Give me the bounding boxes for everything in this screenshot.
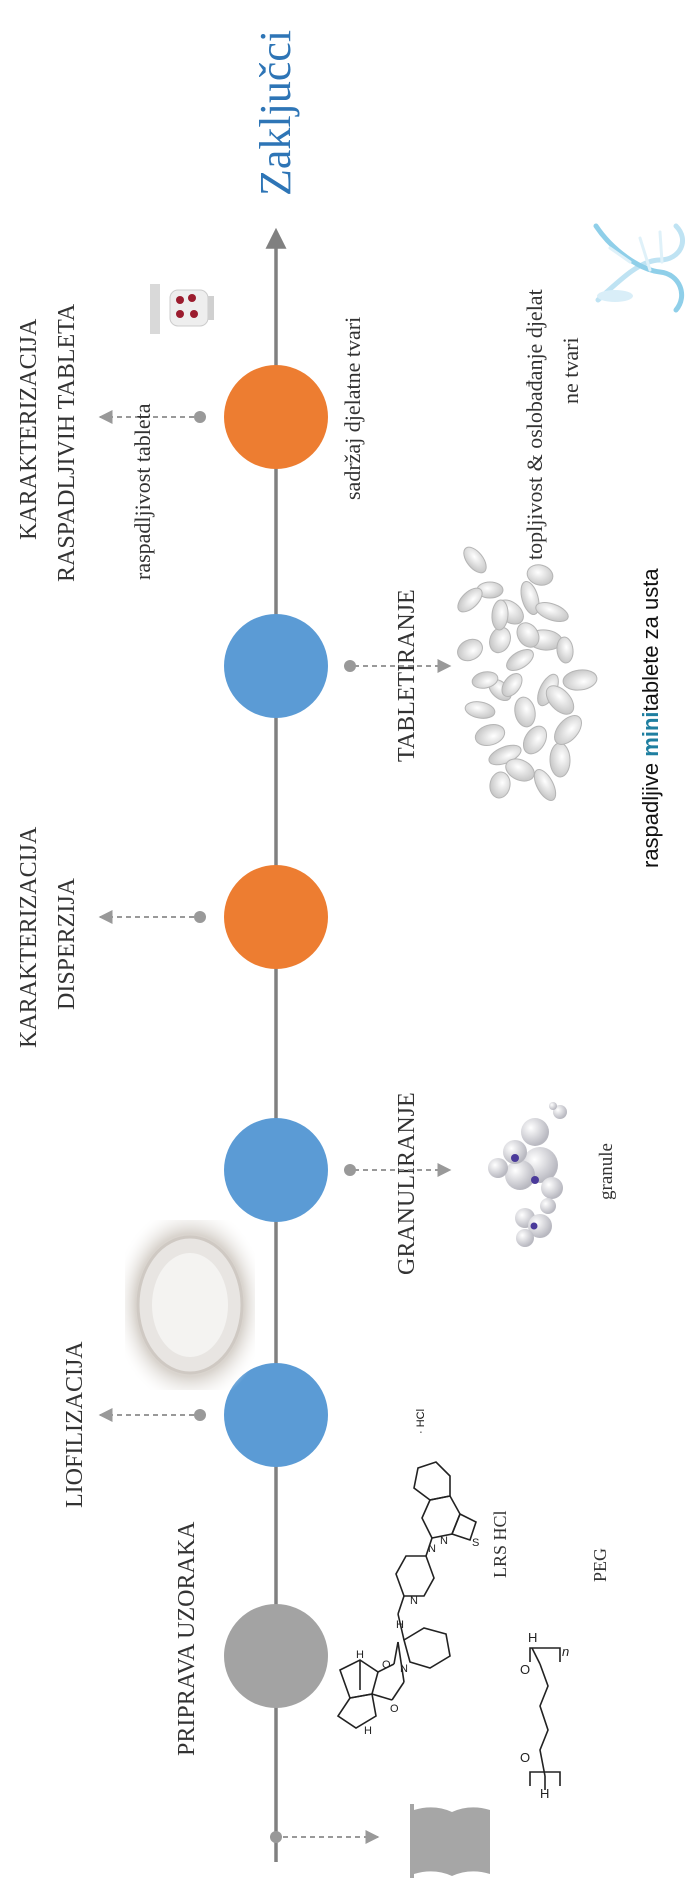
svg-text:H: H [396, 1619, 404, 1631]
step-circle-liofilizacija [224, 1363, 328, 1467]
product-label-suffix: tablete za usta [638, 568, 663, 712]
step-label-karakterizacija-tableta-2: RASPADLJIVIH TABLETA [54, 303, 80, 582]
hcl-label: · HCl [415, 1409, 427, 1434]
tablet [501, 672, 523, 698]
lurasidone-structure-icon [336, 1461, 477, 1729]
tablet [520, 581, 540, 615]
tablet [474, 723, 506, 747]
tablet [516, 622, 540, 648]
svg-text:S: S [472, 1537, 479, 1549]
svg-text:O: O [520, 1662, 530, 1677]
tablet [562, 669, 598, 691]
granule-molecule-icon [488, 1102, 567, 1247]
connector-dot-tabletiranje [344, 660, 356, 672]
connector-dot-liofilizacija [194, 1409, 206, 1421]
step-label-karakterizacija-disperzija-1: KARAKTERIZACIJA [16, 826, 42, 1048]
tablet [471, 671, 499, 689]
tablet [489, 626, 511, 654]
tablets-pile-icon [457, 546, 598, 801]
lyophilizate-photo [125, 1220, 255, 1390]
peg-label: PEG [590, 1548, 610, 1582]
tablet [522, 725, 548, 755]
lrs-atom-labels: H O O N H H N N N S [356, 1535, 479, 1737]
svg-text:n: n [562, 1644, 569, 1659]
svg-text:H: H [356, 1649, 364, 1661]
tablet [545, 685, 575, 715]
svg-text:O: O [382, 1659, 391, 1671]
tablet [535, 601, 569, 623]
open-book-icon [410, 1804, 490, 1878]
lrs-label: LRS HCl [490, 1510, 510, 1578]
tablet [533, 769, 557, 801]
svg-text:O: O [520, 1750, 530, 1765]
tablet [506, 649, 534, 671]
tablet [549, 742, 571, 778]
conclusions-title: Zaključci [251, 30, 300, 196]
step-circle-tabletiranje [224, 614, 328, 718]
timeline-start-dot [270, 1831, 282, 1843]
step-circle-karakterizacija-disperzija [224, 865, 328, 969]
tablet [556, 636, 574, 664]
peg-structure-icon [529, 1647, 561, 1790]
tablet [489, 771, 511, 799]
connector-dot-granuliranje [344, 1164, 356, 1176]
svg-text:H: H [528, 1630, 537, 1645]
product-label-prefix: raspadljive [638, 757, 663, 868]
svg-text:O: O [390, 1703, 399, 1715]
step-label-karakterizacija-disperzija-2: DISPERZIJA [54, 877, 80, 1010]
connector-dot-disperzija [194, 911, 206, 923]
svg-text:H: H [540, 1786, 549, 1801]
step-label-granuliranje: GRANULIRANJE [394, 1092, 420, 1275]
tablet [526, 564, 554, 586]
svg-text:N: N [428, 1543, 436, 1555]
topljivost-label-1: topljivost & oslobađanje djelat [522, 289, 547, 560]
step-label-karakterizacija-tableta-1: KARAKTERIZACIJA [16, 318, 42, 540]
granule-label: granule [596, 1143, 617, 1200]
dna-helix-icon [593, 223, 685, 313]
step-circle-priprava [224, 1604, 328, 1708]
peg-atom-labels: H O O H n [520, 1630, 569, 1801]
svg-text:N: N [400, 1663, 408, 1675]
topljivost-label-2: ne tvari [558, 337, 583, 404]
tablet [554, 715, 582, 745]
tablet [457, 587, 483, 613]
connector-group [98, 410, 452, 1844]
raspadljivost-label: raspadljivost tableta [130, 403, 155, 580]
tablet [463, 546, 487, 574]
product-label: raspadljive minitablete za usta [638, 568, 663, 868]
tablet [514, 696, 536, 728]
tablet [491, 599, 509, 631]
tablet [457, 638, 483, 662]
tablet [505, 758, 535, 782]
svg-text:N: N [410, 1595, 418, 1607]
step-label-priprava: PRIPRAVA UZORAKA [174, 1521, 200, 1756]
connector-dot-tableta [194, 411, 206, 423]
tablet [464, 701, 496, 719]
step-circle-granuliranje [224, 1118, 328, 1222]
svg-text:N: N [440, 1535, 448, 1547]
svg-text:H: H [364, 1725, 372, 1737]
product-label-highlight: mini [638, 711, 663, 756]
sadrzaj-label: sadržaj djelatne tvari [340, 317, 365, 500]
disintegration-tester-icon [150, 284, 214, 334]
step-label-tabletiranje: TABLETIRANJE [394, 589, 420, 762]
step-label-liofilizacija: LIOFILIZACIJA [62, 1341, 88, 1508]
step-circle-karakterizacija-tableta [224, 365, 328, 469]
